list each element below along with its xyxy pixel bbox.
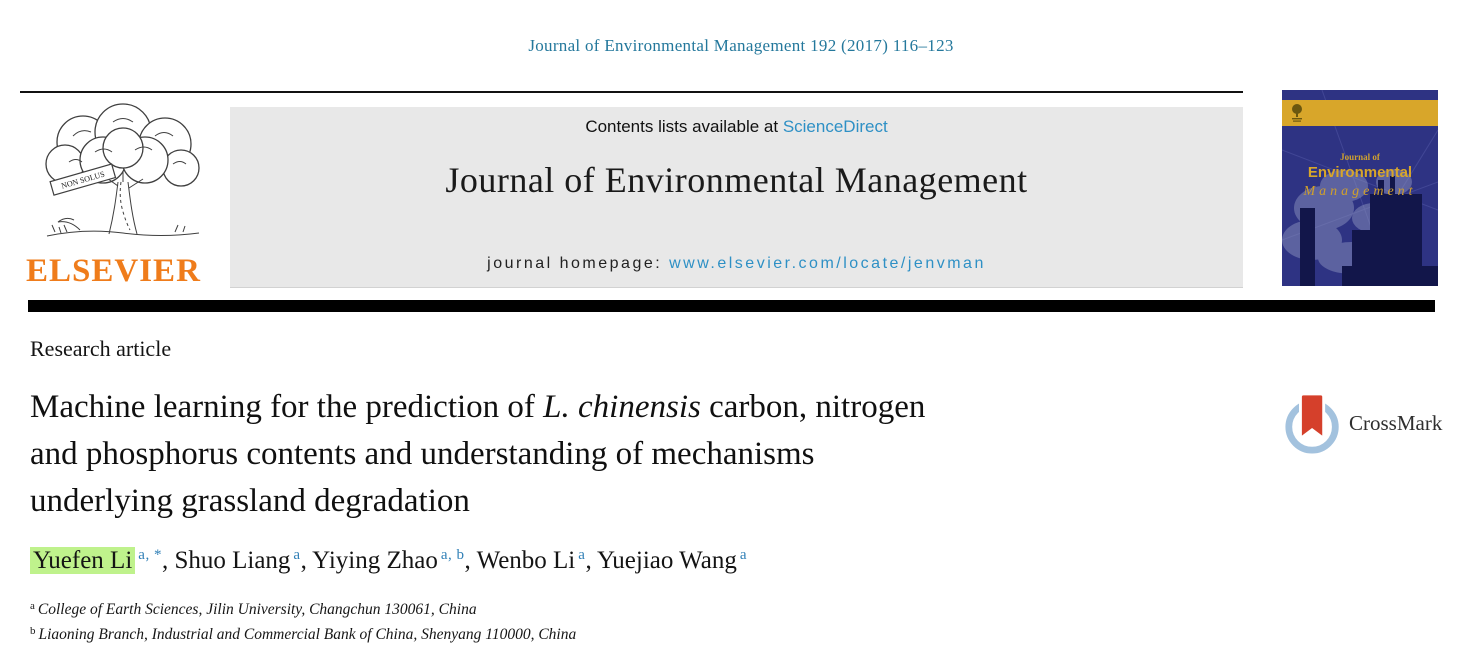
author-line: Yuefen Li a, *, Shuo Liang a, Yiying Zhao a… bbox=[30, 547, 1130, 575]
contents-line: Contents lists available at ScienceDirec… bbox=[230, 117, 1243, 137]
affiliation-line-a: a College of Earth Sciences, Jilin Univer… bbox=[30, 598, 576, 623]
article-title: Machine learning for the prediction of L… bbox=[30, 384, 1230, 525]
affiliation-a-text: College of Earth Sciences, Jilin Univers… bbox=[37, 601, 477, 618]
title-species-italic: L. chinensis bbox=[543, 389, 701, 425]
journal-banner: Contents lists available at ScienceDirec… bbox=[230, 107, 1243, 288]
cover-title-line2: Management bbox=[1303, 184, 1417, 199]
author-sep-4: , bbox=[585, 547, 598, 574]
author-sep-2: , bbox=[300, 547, 313, 574]
title-line1-pre: Machine learning for the prediction of bbox=[30, 389, 544, 425]
article-type-label: Research article bbox=[30, 336, 172, 361]
author-name-2: Shuo Liang bbox=[174, 547, 291, 574]
author-name-1: Yuefen Li bbox=[30, 547, 136, 574]
author-4-superscript: a bbox=[578, 547, 586, 563]
elsevier-logo[interactable]: NON SOLUS ELSEVIER bbox=[25, 100, 221, 290]
homepage-link[interactable]: www.elsevier.com/locate/jenvman bbox=[669, 255, 986, 272]
author-2-superscript: a bbox=[293, 547, 301, 563]
title-line1-post: carbon, nitrogen bbox=[700, 389, 926, 425]
cover-emblem-icon bbox=[1292, 104, 1302, 122]
affiliation-line-b: b Liaoning Branch, Industrial and Commerc… bbox=[30, 623, 576, 648]
elsevier-wordmark: ELSEVIER bbox=[26, 253, 201, 289]
cover-art bbox=[1282, 90, 1438, 286]
title-line-1: Machine learning for the prediction of L… bbox=[30, 384, 1230, 431]
journal-cover-thumbnail[interactable]: Journal of Environmental Management bbox=[1282, 90, 1438, 286]
affiliation-b-text: Liaoning Branch, Industrial and Commerci… bbox=[38, 626, 577, 643]
cover-gold-band bbox=[1282, 100, 1438, 126]
affiliation-b-superscript: b bbox=[30, 625, 36, 637]
title-line-2: and phosphorus contents and understandin… bbox=[30, 436, 815, 472]
header-divider-bar bbox=[28, 300, 1435, 312]
author-name-3: Yiying Zhao bbox=[312, 547, 438, 574]
crossmark-label: CrossMark bbox=[1349, 411, 1443, 435]
author-sep-1: , bbox=[161, 547, 175, 574]
author-name-4: Wenbo Li bbox=[476, 547, 576, 574]
affiliation-a-superscript: a bbox=[30, 600, 35, 612]
cover-journal-of: Journal of bbox=[1340, 152, 1380, 162]
crossmark-badge[interactable]: CrossMark bbox=[1283, 392, 1443, 456]
citation-line: Journal of Environmental Management 192 … bbox=[528, 36, 954, 55]
elsevier-tree-icon: NON SOLUS bbox=[45, 103, 200, 237]
author-sep-3: , bbox=[464, 547, 477, 574]
homepage-prefix: journal homepage: bbox=[487, 255, 670, 272]
contents-prefix: Contents lists available at bbox=[585, 117, 783, 136]
sciencedirect-link[interactable]: ScienceDirect bbox=[782, 117, 888, 136]
banner-journal-title: Journal of Environmental Management bbox=[445, 160, 1028, 200]
title-line-3: underlying grassland degradation bbox=[30, 483, 470, 519]
author-1-superscript: a, * bbox=[138, 547, 162, 563]
homepage-line: journal homepage: www.elsevier.com/locat… bbox=[230, 255, 1243, 273]
author-5-superscript: a bbox=[739, 547, 748, 563]
crossmark-icon bbox=[1285, 392, 1339, 454]
affiliations: a College of Earth Sciences, Jilin Univer… bbox=[30, 598, 576, 648]
header-top-rule bbox=[20, 91, 1243, 93]
cover-title-line1: Environmental bbox=[1307, 164, 1413, 181]
author-3-superscript: a, b bbox=[440, 547, 465, 563]
author-name-5: Yuejiao Wang bbox=[597, 547, 737, 574]
